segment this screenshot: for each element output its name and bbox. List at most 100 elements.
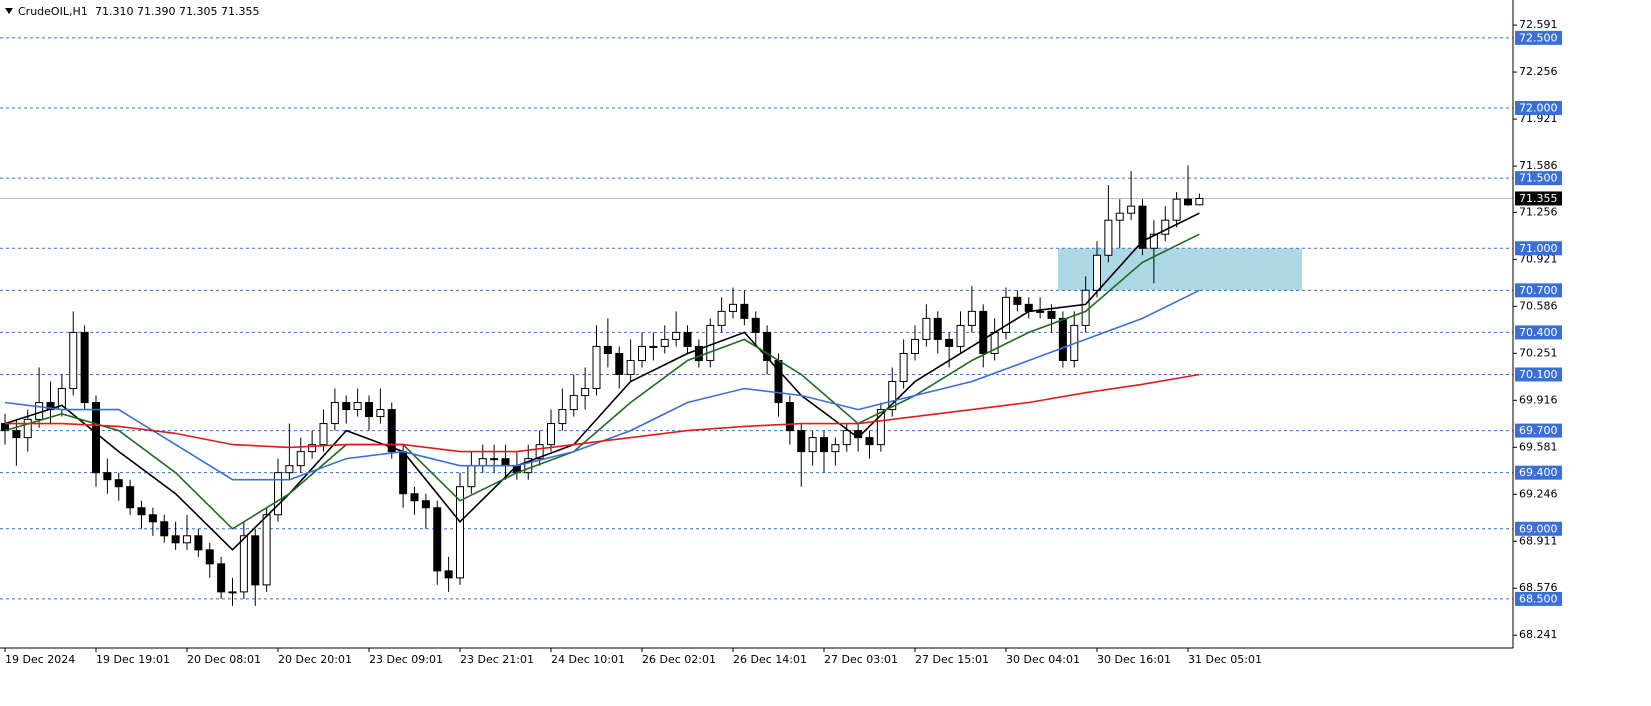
candle-body [956,324,965,347]
candle-body [239,535,248,593]
level-label-box [1515,101,1562,115]
candle-body [888,381,897,411]
candle-body [911,338,919,354]
candle-body [763,331,772,361]
candle-body [694,345,703,361]
level-label-box [1515,171,1562,186]
candle-body [820,437,828,453]
candle-body [842,430,851,446]
chart-subtitle: 71.310 71.390 71.305 71.355 [95,5,259,18]
level-label-box [1515,521,1562,536]
candle-body [456,486,464,579]
candle-body [967,310,976,326]
candle-body [262,514,271,586]
ma-line [4,212,1200,551]
candle-body [797,430,806,453]
candle-body [706,324,715,361]
candle-body [103,472,112,481]
candle-body [23,418,32,439]
candle-body [205,549,214,565]
candle-body [979,310,988,354]
level-label: 69.000 [1519,522,1558,535]
candle-body [558,409,567,425]
x-tick-label: 20 Dec 20:01 [278,653,352,666]
candle-body [399,451,408,495]
level-label: 69.700 [1519,424,1558,437]
level-label: 71.000 [1519,242,1558,255]
candle-body [1127,205,1136,214]
level-label-box [1515,283,1562,298]
chart-title: CrudeOIL,H1 [18,5,88,18]
candle-body [35,402,44,420]
y-tick-label: 69.916 [1519,393,1558,406]
candle-body [285,465,294,474]
candle-body [1013,296,1022,305]
current-price-box [1515,191,1562,206]
x-tick-label: 19 Dec 19:01 [96,653,170,666]
candle-body [69,331,78,390]
candle-body [740,303,749,319]
candle-body [467,465,476,488]
y-tick-label: 70.586 [1519,299,1558,312]
candle-body [649,345,658,348]
candle-body [1036,310,1045,313]
candle-body [683,331,692,347]
ma-line [4,233,1200,530]
candle-body [831,444,840,453]
x-tick-label: 30 Dec 16:01 [1097,653,1171,666]
candle-body [501,458,510,467]
candle-body [1115,212,1124,221]
candle-body [933,317,942,340]
candle-body [194,535,203,551]
x-tick-label: 31 Dec 05:01 [1188,653,1262,666]
y-tick-label: 68.911 [1519,534,1558,547]
level-label-box [1515,367,1562,382]
candle-body [1161,219,1170,235]
candle-body [330,402,339,425]
candle-body [387,409,396,453]
level-label-box [1515,325,1562,340]
level-label: 70.400 [1519,326,1558,339]
level-label: 69.400 [1519,466,1558,479]
candle-body [1184,198,1192,206]
level-label-box [1515,30,1562,45]
level-label: 72.000 [1519,102,1558,115]
candle-body [569,395,578,411]
y-tick-label: 72.256 [1519,65,1558,78]
candle-body [421,500,430,509]
candle-body [12,430,21,439]
current-price-label: 71.355 [1519,192,1558,205]
candle-body [251,535,260,586]
candle-body [217,563,226,593]
level-label-box [1515,241,1562,256]
candle-body [785,402,794,432]
candle-body [444,570,453,579]
candle-body [626,359,635,375]
candle-body [1002,296,1010,333]
x-tick-label: 27 Dec 15:01 [915,653,989,666]
y-tick-label: 71.586 [1519,159,1558,172]
candle-body [922,317,931,340]
level-label: 70.100 [1519,368,1558,381]
candle-body [672,331,681,340]
candle-body [353,402,362,411]
candle-body [524,458,533,474]
candle-body [581,388,590,397]
candle-body [308,444,317,453]
y-tick-label: 68.576 [1519,581,1558,594]
y-tick-label: 72.591 [1519,18,1558,31]
candle-body [1093,254,1101,291]
x-tick-label: 23 Dec 09:01 [369,653,443,666]
candle-body [638,345,646,361]
collapse-icon [5,8,13,14]
level-label: 68.500 [1519,592,1558,605]
candle-body [126,486,135,509]
candle-body [228,591,237,594]
candle-body [410,493,419,502]
candle-body [160,521,169,537]
x-tick-label: 23 Dec 21:01 [460,653,534,666]
y-tick-label: 70.921 [1519,252,1558,265]
y-tick-label: 68.241 [1519,628,1558,641]
